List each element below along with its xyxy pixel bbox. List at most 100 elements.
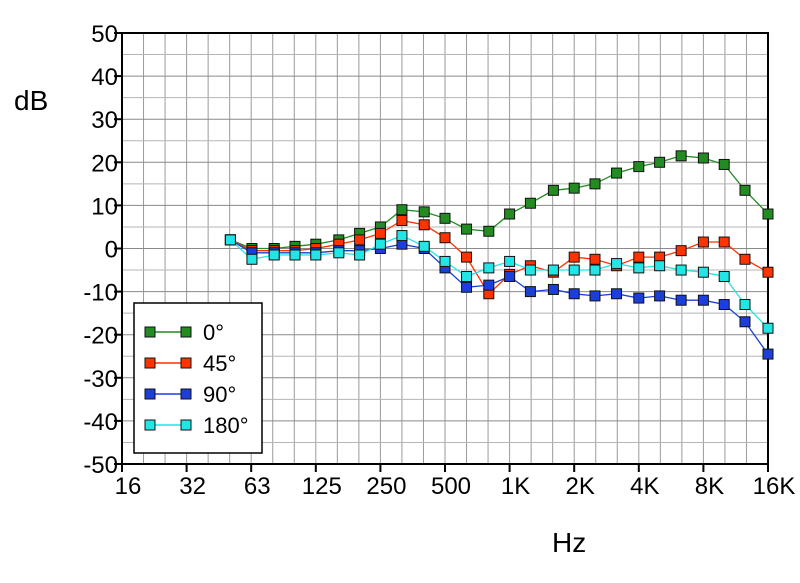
series-layer bbox=[224, 150, 774, 360]
data-point bbox=[762, 208, 774, 220]
y-tick-label: -10 bbox=[83, 280, 118, 307]
y-tick-label: -50 bbox=[83, 452, 118, 479]
data-point bbox=[524, 264, 536, 276]
x-tick-label: 16 bbox=[115, 473, 142, 500]
y-tick-label: 30 bbox=[91, 107, 118, 134]
data-point bbox=[654, 290, 666, 302]
data-point bbox=[697, 152, 709, 164]
data-point bbox=[396, 214, 408, 226]
data-point bbox=[675, 294, 687, 306]
x-tick-label: 4K bbox=[630, 473, 659, 500]
legend-marker bbox=[180, 388, 192, 400]
data-point bbox=[439, 212, 451, 224]
data-point bbox=[611, 258, 623, 270]
data-point bbox=[504, 271, 516, 283]
data-point bbox=[675, 264, 687, 276]
data-point bbox=[418, 219, 430, 231]
data-point bbox=[762, 322, 774, 334]
data-point bbox=[697, 236, 709, 248]
data-point bbox=[633, 161, 645, 173]
series-line bbox=[230, 155, 769, 250]
x-tick-label: 32 bbox=[179, 473, 206, 500]
data-point bbox=[633, 251, 645, 263]
data-point bbox=[611, 288, 623, 300]
data-point bbox=[461, 281, 473, 293]
data-point bbox=[654, 156, 666, 168]
legend-marker bbox=[180, 357, 192, 369]
y-tick-label: 0 bbox=[105, 237, 118, 264]
data-point bbox=[354, 234, 366, 246]
data-point bbox=[483, 279, 495, 291]
x-tick-label: 250 bbox=[366, 473, 406, 500]
data-point bbox=[697, 266, 709, 278]
data-point bbox=[589, 253, 601, 265]
legend: 0° 45° 90° 180° bbox=[133, 302, 263, 454]
x-axis-ticks: 16 32 63 125 250 500 1K 2K 4K 8K 16K bbox=[115, 464, 795, 500]
legend-label: 180° bbox=[203, 413, 249, 438]
data-point bbox=[439, 255, 451, 267]
legend-item: 180° bbox=[144, 413, 249, 438]
data-point bbox=[524, 197, 536, 209]
data-point bbox=[310, 249, 322, 261]
data-point bbox=[633, 262, 645, 274]
legend-marker bbox=[180, 326, 192, 338]
legend-marker bbox=[144, 357, 156, 369]
data-point bbox=[483, 225, 495, 237]
data-point bbox=[224, 234, 236, 246]
data-point bbox=[589, 264, 601, 276]
y-tick-label: 20 bbox=[91, 150, 118, 177]
data-point bbox=[611, 167, 623, 179]
data-point bbox=[739, 299, 751, 311]
legend-item: 0° bbox=[144, 320, 224, 345]
data-point bbox=[654, 260, 666, 272]
legend-marker bbox=[180, 419, 192, 431]
x-tick-label: 2K bbox=[566, 473, 595, 500]
data-point bbox=[568, 251, 580, 263]
data-point bbox=[289, 249, 301, 261]
data-point bbox=[568, 264, 580, 276]
data-point bbox=[504, 255, 516, 267]
y-axis-label: dB bbox=[14, 85, 48, 116]
data-point bbox=[718, 299, 730, 311]
data-point bbox=[396, 230, 408, 242]
x-tick-label: 1K bbox=[501, 473, 530, 500]
x-tick-label: 8K bbox=[695, 473, 724, 500]
data-point bbox=[633, 292, 645, 304]
data-point bbox=[504, 208, 516, 220]
series-1 bbox=[224, 214, 774, 300]
legend-marker bbox=[144, 388, 156, 400]
data-point bbox=[568, 182, 580, 194]
y-tick-label: -40 bbox=[83, 409, 118, 436]
data-point bbox=[374, 227, 386, 239]
legend-marker bbox=[144, 419, 156, 431]
data-point bbox=[739, 316, 751, 328]
data-point bbox=[568, 288, 580, 300]
data-point bbox=[718, 236, 730, 248]
series-2 bbox=[224, 234, 774, 360]
data-point bbox=[675, 245, 687, 257]
y-tick-label: 40 bbox=[91, 64, 118, 91]
data-point bbox=[418, 240, 430, 252]
data-point bbox=[589, 178, 601, 190]
data-point bbox=[697, 294, 709, 306]
x-tick-label: 63 bbox=[244, 473, 271, 500]
data-point bbox=[547, 264, 559, 276]
data-point bbox=[396, 204, 408, 216]
data-point bbox=[739, 253, 751, 265]
data-point bbox=[246, 253, 258, 265]
data-point bbox=[718, 158, 730, 170]
data-point bbox=[718, 271, 730, 283]
x-axis-label: Hz bbox=[552, 527, 586, 558]
data-point bbox=[461, 223, 473, 235]
legend-label: 45° bbox=[203, 351, 236, 376]
data-point bbox=[589, 290, 601, 302]
data-point bbox=[675, 150, 687, 162]
data-point bbox=[268, 249, 280, 261]
y-tick-label: -30 bbox=[83, 366, 118, 393]
data-point bbox=[354, 249, 366, 261]
legend-label: 90° bbox=[203, 382, 236, 407]
y-tick-label: 10 bbox=[91, 193, 118, 220]
data-point bbox=[547, 184, 559, 196]
x-tick-label: 125 bbox=[302, 473, 342, 500]
